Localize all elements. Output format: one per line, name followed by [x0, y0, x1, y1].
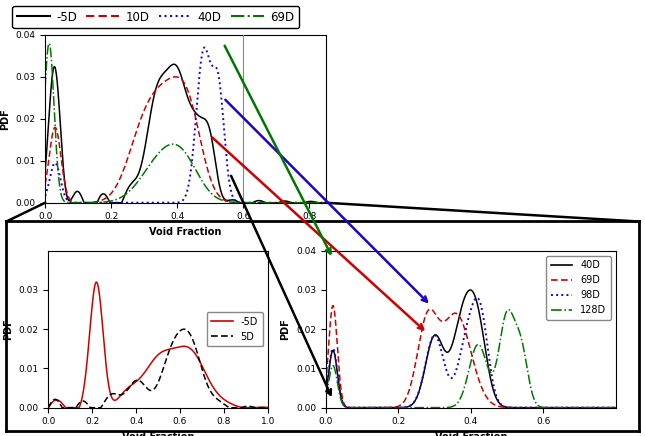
Y-axis label: PDF: PDF	[0, 108, 10, 129]
Y-axis label: PDF: PDF	[3, 318, 13, 340]
X-axis label: Void Fraction: Void Fraction	[149, 227, 222, 237]
X-axis label: Void Fraction: Void Fraction	[435, 432, 507, 436]
Legend: -5D, 5D: -5D, 5D	[206, 312, 263, 347]
Legend: -5D, 10D, 40D, 69D: -5D, 10D, 40D, 69D	[12, 6, 299, 28]
Legend: 40D, 69D, 98D, 128D: 40D, 69D, 98D, 128D	[546, 255, 611, 320]
X-axis label: Void Fraction: Void Fraction	[122, 432, 194, 436]
Y-axis label: PDF: PDF	[281, 318, 290, 340]
